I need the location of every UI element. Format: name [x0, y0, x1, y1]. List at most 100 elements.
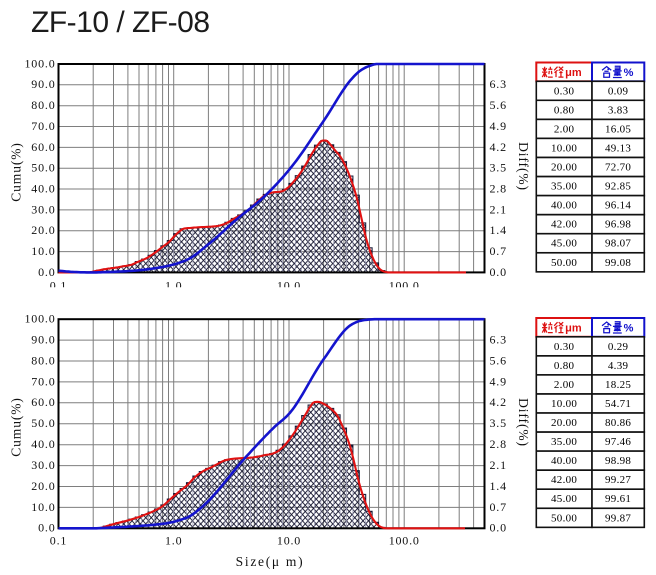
svg-text:16.05: 16.05	[605, 123, 631, 135]
svg-text:20.0: 20.0	[31, 223, 55, 237]
svg-text:99.27: 99.27	[605, 474, 631, 486]
svg-text:0.80: 0.80	[554, 104, 575, 116]
svg-text:90.0: 90.0	[31, 77, 55, 91]
svg-text:4.2: 4.2	[490, 395, 507, 409]
svg-text:50.0: 50.0	[31, 416, 55, 430]
svg-text:60.0: 60.0	[31, 140, 55, 154]
svg-text:50.00: 50.00	[551, 257, 577, 269]
svg-text:5.6: 5.6	[490, 353, 507, 367]
svg-text:20.00: 20.00	[551, 417, 577, 429]
svg-text:%: %	[624, 322, 634, 334]
svg-text:0.0: 0.0	[38, 521, 55, 535]
svg-text:80.0: 80.0	[31, 353, 55, 367]
svg-text:45.00: 45.00	[551, 493, 577, 505]
svg-text:0.7: 0.7	[490, 244, 507, 258]
svg-text:10.00: 10.00	[551, 398, 577, 410]
svg-text:4.39: 4.39	[608, 360, 629, 372]
svg-text:20.0: 20.0	[31, 479, 55, 493]
svg-text:1.4: 1.4	[490, 479, 507, 493]
svg-text:0.1: 0.1	[50, 279, 67, 293]
svg-text:99.08: 99.08	[605, 257, 631, 269]
svg-text:18.25: 18.25	[605, 379, 631, 391]
svg-text:1.4: 1.4	[490, 223, 507, 237]
svg-text:1.0: 1.0	[165, 279, 182, 293]
svg-text:4.9: 4.9	[490, 119, 507, 133]
svg-text:2.1: 2.1	[490, 202, 507, 216]
svg-text:3.5: 3.5	[490, 161, 507, 175]
svg-text:99.61: 99.61	[605, 493, 631, 505]
svg-text:3.83: 3.83	[608, 104, 629, 116]
svg-text:2.8: 2.8	[490, 437, 507, 451]
svg-text:μm: μm	[565, 67, 582, 79]
svg-text:96.98: 96.98	[605, 219, 631, 231]
svg-text:50.0: 50.0	[31, 161, 55, 175]
svg-text:40.0: 40.0	[31, 181, 55, 195]
svg-text:96.14: 96.14	[605, 200, 631, 212]
svg-text:40.0: 40.0	[31, 437, 55, 451]
svg-text:2.00: 2.00	[554, 123, 575, 135]
svg-text:2.1: 2.1	[490, 458, 507, 472]
svg-text:0.0: 0.0	[490, 521, 507, 535]
svg-text:Cumu(%): Cumu(%)	[9, 397, 24, 457]
svg-text:0.29: 0.29	[608, 341, 629, 353]
svg-text:Cumu(%): Cumu(%)	[9, 142, 24, 202]
svg-text:10.0: 10.0	[277, 279, 301, 293]
svg-text:6.3: 6.3	[490, 77, 507, 91]
svg-text:70.0: 70.0	[31, 374, 55, 388]
svg-text:42.00: 42.00	[551, 219, 577, 231]
svg-text:10.0: 10.0	[277, 534, 301, 548]
svg-text:98.07: 98.07	[605, 238, 631, 250]
svg-text:0.0: 0.0	[38, 265, 55, 279]
svg-text:0.80: 0.80	[554, 360, 575, 372]
svg-text:%: %	[624, 67, 634, 79]
svg-text:0.30: 0.30	[554, 85, 575, 97]
svg-text:97.46: 97.46	[605, 436, 631, 448]
svg-text:5.6: 5.6	[490, 98, 507, 112]
svg-text:70.0: 70.0	[31, 119, 55, 133]
svg-text:10.0: 10.0	[31, 244, 55, 258]
svg-text:50.00: 50.00	[551, 512, 577, 524]
svg-text:40.00: 40.00	[551, 200, 577, 212]
svg-text:100.0: 100.0	[25, 56, 56, 70]
svg-text:92.85: 92.85	[605, 181, 631, 193]
svg-text:10.0: 10.0	[31, 500, 55, 514]
svg-text:μm: μm	[565, 322, 582, 334]
svg-text:0.1: 0.1	[50, 534, 67, 548]
svg-text:Size(μ m): Size(μ m)	[236, 554, 305, 569]
svg-text:80.0: 80.0	[31, 98, 55, 112]
svg-text:0.09: 0.09	[608, 85, 629, 97]
svg-text:30.0: 30.0	[31, 202, 55, 216]
svg-text:10.00: 10.00	[551, 143, 577, 155]
svg-text:60.0: 60.0	[31, 395, 55, 409]
svg-text:42.00: 42.00	[551, 474, 577, 486]
svg-text:100.0: 100.0	[389, 279, 420, 293]
svg-text:0.30: 0.30	[554, 341, 575, 353]
svg-text:90.0: 90.0	[31, 333, 55, 347]
svg-text:35.00: 35.00	[551, 181, 577, 193]
svg-text:80.86: 80.86	[605, 417, 631, 429]
svg-text:35.00: 35.00	[551, 436, 577, 448]
svg-text:4.2: 4.2	[490, 140, 507, 154]
svg-text:40.00: 40.00	[551, 455, 577, 467]
svg-text:Diff(%): Diff(%)	[516, 142, 531, 191]
svg-text:99.87: 99.87	[605, 512, 631, 524]
svg-text:ZF-10 / ZF-08: ZF-10 / ZF-08	[31, 6, 210, 39]
svg-text:49.13: 49.13	[605, 143, 631, 155]
svg-text:1.0: 1.0	[165, 534, 182, 548]
svg-text:100.0: 100.0	[25, 312, 56, 326]
svg-text:6.3: 6.3	[490, 333, 507, 347]
svg-text:100.0: 100.0	[389, 534, 420, 548]
svg-text:45.00: 45.00	[551, 238, 577, 250]
svg-text:3.5: 3.5	[490, 416, 507, 430]
svg-text:98.98: 98.98	[605, 455, 631, 467]
svg-text:20.00: 20.00	[551, 162, 577, 174]
svg-text:72.70: 72.70	[605, 162, 631, 174]
svg-text:Diff(%): Diff(%)	[516, 398, 531, 447]
svg-text:4.9: 4.9	[490, 374, 507, 388]
svg-text:2.8: 2.8	[490, 181, 507, 195]
svg-text:0.0: 0.0	[490, 265, 507, 279]
svg-text:30.0: 30.0	[31, 458, 55, 472]
svg-text:2.00: 2.00	[554, 379, 575, 391]
svg-text:54.71: 54.71	[605, 398, 631, 410]
svg-text:0.7: 0.7	[490, 500, 507, 514]
